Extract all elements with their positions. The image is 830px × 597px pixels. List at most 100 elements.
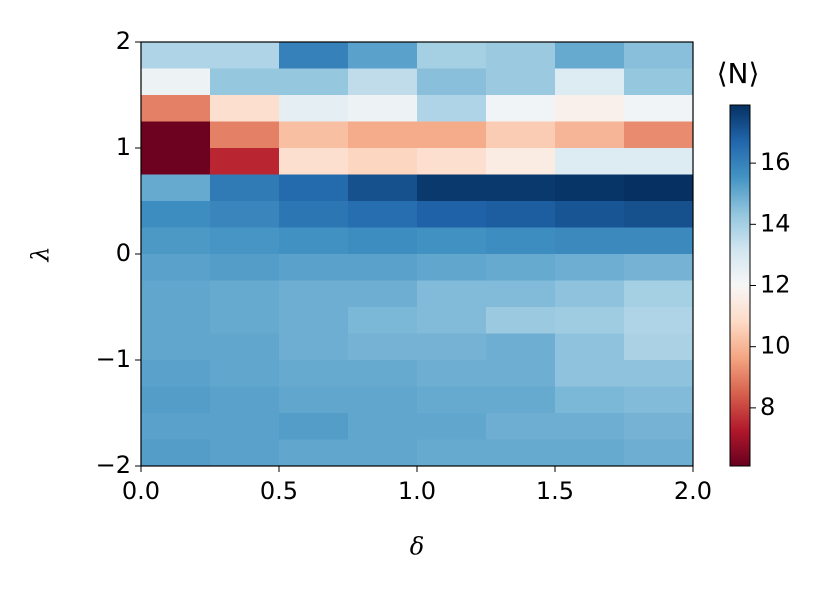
heatmap-cell xyxy=(555,360,625,387)
heatmap-cell xyxy=(486,360,556,387)
y-tick-label: −2 xyxy=(96,451,131,479)
heatmap-cell xyxy=(141,333,211,361)
heatmap-cell xyxy=(141,413,211,440)
heatmap-cell xyxy=(141,174,211,202)
heatmap-cell xyxy=(486,307,556,334)
heatmap-cell xyxy=(141,227,211,255)
heatmap-cell xyxy=(417,439,487,467)
heatmap-cell xyxy=(486,386,556,414)
heatmap-cell xyxy=(279,333,349,361)
heatmap-cell xyxy=(624,201,694,228)
heatmap-cell xyxy=(210,121,280,149)
heatmap-cell xyxy=(141,386,211,414)
x-tick-label: 0.5 xyxy=(260,477,298,505)
heatmap-cell xyxy=(210,386,280,414)
colorbar xyxy=(729,104,751,467)
heatmap-cell xyxy=(141,148,211,175)
heatmap-cell xyxy=(279,413,349,440)
heatmap-cell xyxy=(624,148,694,175)
x-tick-label: 2.0 xyxy=(674,477,712,505)
heatmap-cell xyxy=(555,254,625,281)
heatmap-cell xyxy=(348,360,418,387)
heatmap-cell xyxy=(279,227,349,255)
heatmap-cell xyxy=(486,174,556,202)
heatmap-cell xyxy=(348,386,418,414)
heatmap-cell xyxy=(555,68,625,96)
heatmap-cell xyxy=(210,174,280,202)
heatmap-cell xyxy=(348,121,418,149)
heatmap-cell xyxy=(486,333,556,361)
heatmap-cell xyxy=(486,280,556,308)
x-axis-label: δ xyxy=(410,533,424,561)
heatmap-cell xyxy=(624,386,694,414)
heatmap-cell xyxy=(486,42,556,69)
heatmap-cell xyxy=(210,333,280,361)
heatmap-cell xyxy=(624,360,694,387)
heatmap-cell xyxy=(348,42,418,69)
heatmap-cell xyxy=(210,254,280,281)
heatmap-cell xyxy=(348,439,418,467)
heatmap-cell xyxy=(417,68,487,96)
heatmap-cell xyxy=(348,280,418,308)
heatmap-cell xyxy=(279,439,349,467)
heatmap-cell xyxy=(486,68,556,96)
heatmap-cell xyxy=(348,201,418,228)
heatmap-cell xyxy=(279,95,349,122)
heatmap-cell xyxy=(210,413,280,440)
heatmap-cell xyxy=(141,95,211,122)
heatmap-cell xyxy=(279,201,349,228)
heatmap-cell xyxy=(624,413,694,440)
y-tick-label: −1 xyxy=(96,345,131,373)
heatmap-cell xyxy=(624,280,694,308)
heatmap-cell xyxy=(417,174,487,202)
heatmap-cell xyxy=(417,360,487,387)
heatmap-cell xyxy=(279,254,349,281)
heatmap-cell xyxy=(141,307,211,334)
heatmap-cell xyxy=(624,254,694,281)
heatmap-cell xyxy=(486,95,556,122)
colorbar-tick-label: 14 xyxy=(760,209,791,237)
heatmap-cell xyxy=(417,413,487,440)
heatmap-cell xyxy=(417,280,487,308)
heatmap-cell xyxy=(624,439,694,467)
heatmap-cell xyxy=(555,333,625,361)
heatmap-cell xyxy=(417,254,487,281)
heatmap-cell xyxy=(555,174,625,202)
x-tick-label: 0.0 xyxy=(122,477,160,505)
heatmap-cell xyxy=(141,68,211,96)
heatmap-cell xyxy=(486,148,556,175)
heatmap-cell xyxy=(141,439,211,467)
heatmap-cell xyxy=(210,201,280,228)
heatmap-cell xyxy=(555,413,625,440)
heatmap-cell xyxy=(279,68,349,96)
heatmap-cell xyxy=(348,307,418,334)
heatmap-cell xyxy=(210,360,280,387)
heatmap-cell xyxy=(417,227,487,255)
heatmap-cell xyxy=(624,227,694,255)
heatmap-cell xyxy=(348,148,418,175)
heatmap-cell xyxy=(555,439,625,467)
heatmap-cell xyxy=(624,68,694,96)
heatmap-cell xyxy=(279,42,349,69)
heatmap-cell xyxy=(486,254,556,281)
heatmap-cell xyxy=(348,68,418,96)
colorbar-tick-label: 10 xyxy=(760,332,791,360)
heatmap-cell xyxy=(210,68,280,96)
heatmap-cell xyxy=(348,333,418,361)
heatmap-cell xyxy=(210,307,280,334)
heatmap-cell xyxy=(279,121,349,149)
heatmap-cell xyxy=(417,307,487,334)
heatmap-cell xyxy=(555,148,625,175)
heatmap-cell xyxy=(417,121,487,149)
heatmap-cell xyxy=(624,307,694,334)
heatmap-cell xyxy=(210,95,280,122)
heatmap-cell xyxy=(555,280,625,308)
heatmap-cell xyxy=(210,227,280,255)
heatmap-cell xyxy=(210,148,280,175)
heatmap-cell xyxy=(486,227,556,255)
heatmap-cell xyxy=(624,121,694,149)
heatmap-cell xyxy=(210,42,280,69)
heatmap-cell xyxy=(348,254,418,281)
y-tick-label: 2 xyxy=(116,27,131,55)
